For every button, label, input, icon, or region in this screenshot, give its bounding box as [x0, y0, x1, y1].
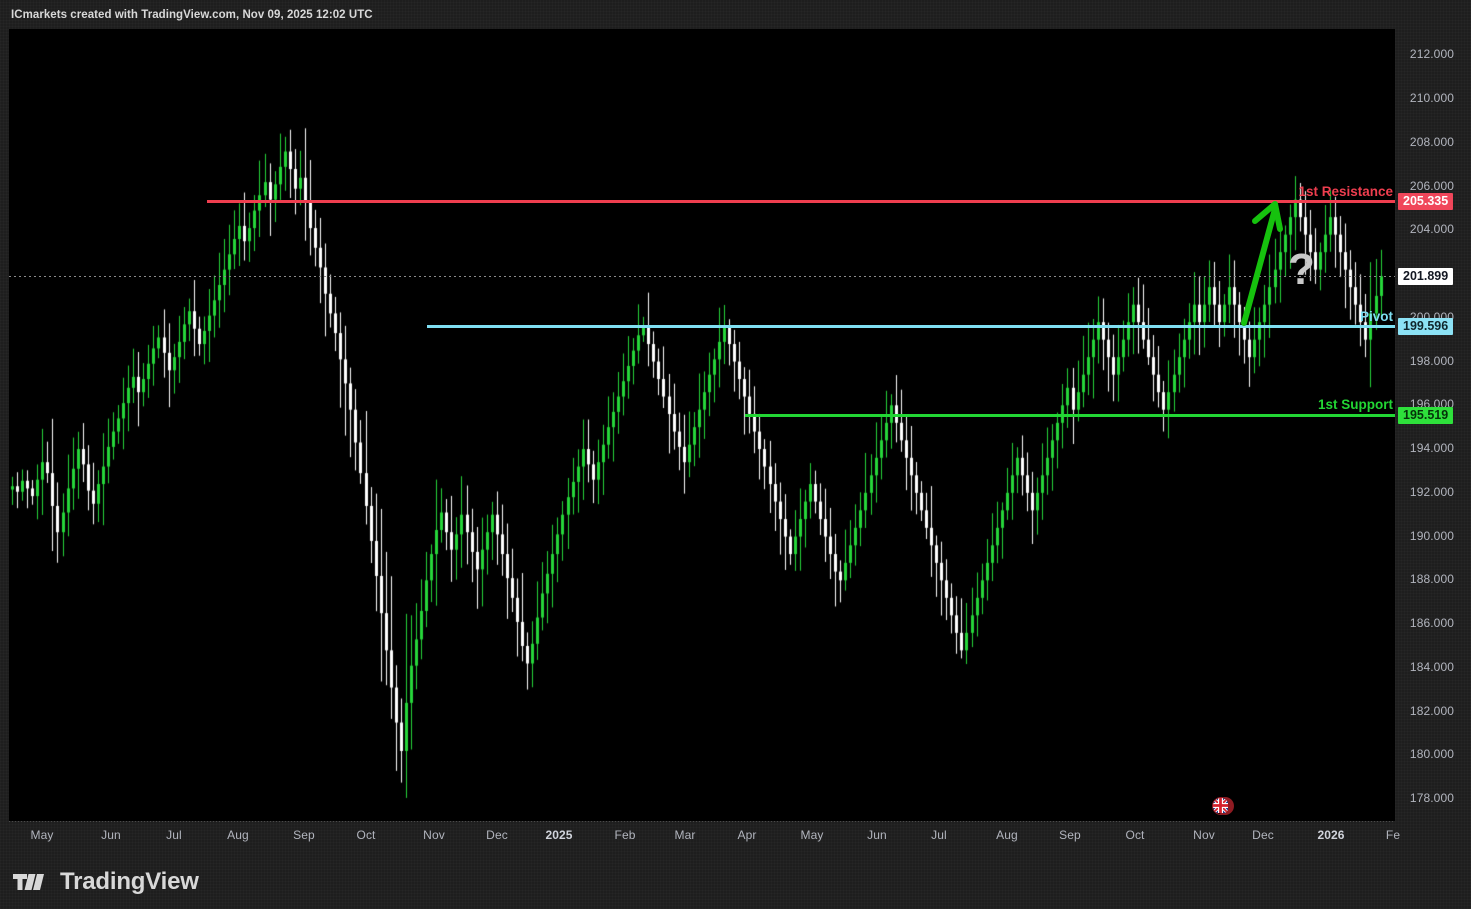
time-axis-tick: Feb [614, 828, 636, 842]
uk-flag-event-icon[interactable] [1212, 796, 1234, 818]
price-axis-tick: 194.000 [1409, 441, 1454, 456]
price-axis-tick: 188.000 [1409, 572, 1454, 587]
price-axis-tick: 212.000 [1409, 47, 1454, 62]
time-axis-separator [9, 821, 1395, 822]
time-axis-tick: Fe [1385, 828, 1401, 842]
attribution-text: ICmarkets created with TradingView.com, … [11, 8, 373, 21]
time-axis-tick: Jul [166, 828, 182, 842]
resistance-price-badge[interactable]: 205.335 [1398, 192, 1454, 210]
pivot-level-line[interactable] [427, 325, 1395, 329]
price-axis-tick: 190.000 [1409, 528, 1454, 543]
price-axis-tick: 186.000 [1409, 616, 1454, 631]
time-axis-tick: May [30, 828, 54, 842]
chart-footer: TradingView [0, 855, 1471, 909]
resistance-level-line[interactable] [207, 199, 1395, 203]
time-axis-tick: Aug [996, 828, 1018, 842]
time-axis-tick: Aug [227, 828, 249, 842]
chart-header: ICmarkets created with TradingView.com, … [0, 0, 1471, 29]
time-axis-tick: Dec [486, 828, 508, 842]
time-axis-tick: Nov [1193, 828, 1215, 842]
price-axis-tick: 208.000 [1409, 134, 1454, 149]
price-axis-tick: 192.000 [1409, 484, 1454, 499]
pivot-label: Pivot [1359, 309, 1393, 324]
time-axis-tick: Jul [931, 828, 947, 842]
price-axis-tick: 184.000 [1409, 659, 1454, 674]
price-axis-tick: 180.000 [1409, 747, 1454, 762]
time-axis-tick: Mar [674, 828, 696, 842]
support-price-badge[interactable]: 195.519 [1398, 407, 1454, 425]
time-axis-tick: Sep [1059, 828, 1081, 842]
tradingview-brand: TradingView [13, 868, 199, 896]
price-axis-tick: 210.000 [1409, 91, 1454, 105]
price-axis-tick: 178.000 [1409, 791, 1454, 806]
time-axis-tick: Oct [356, 828, 376, 842]
resistance-label: 1st Resistance [1298, 184, 1393, 199]
time-axis-tick: Jun [867, 828, 887, 842]
time-axis-tick: May [800, 828, 824, 842]
price-axis-tick: 182.000 [1409, 703, 1454, 718]
time-axis-tick: Jun [101, 828, 121, 842]
time-axis-tick: Apr [737, 828, 757, 842]
chart-plot-area[interactable] [9, 29, 1395, 821]
time-axis-tick: 2025 [545, 828, 573, 842]
support-level-line[interactable] [745, 414, 1395, 418]
time-axis[interactable]: May Jun Jul Aug Sep Oct Nov Dec 2025 Feb Mar Apr May… [9, 821, 1400, 849]
time-axis-tick: 2026 [1317, 828, 1345, 842]
support-label: 1st Support [1317, 397, 1393, 412]
brand-name-text: TradingView [60, 868, 199, 895]
price-axis-tick: 198.000 [1409, 353, 1454, 368]
time-axis-tick: Oct [1125, 828, 1145, 842]
question-mark-icon: ? [1288, 245, 1315, 294]
time-axis-tick: Sep [293, 828, 315, 842]
last-price-badge[interactable]: 201.899 [1398, 267, 1454, 285]
time-axis-tick: Nov [423, 828, 445, 842]
tradingview-logo-icon [13, 874, 44, 890]
pivot-price-badge[interactable]: 199.596 [1398, 318, 1454, 336]
event-marker-flag [1212, 797, 1230, 815]
time-axis-tick: Dec [1252, 828, 1274, 842]
candlestick-series [9, 29, 1395, 821]
price-axis-tick: 206.000 [1409, 178, 1454, 193]
price-axis-tick: 204.000 [1409, 222, 1454, 237]
last-price-line [9, 276, 1395, 277]
price-axis[interactable]: 212.000 210.000 208.000 206.000 204.000 200.0… [1395, 29, 1471, 821]
